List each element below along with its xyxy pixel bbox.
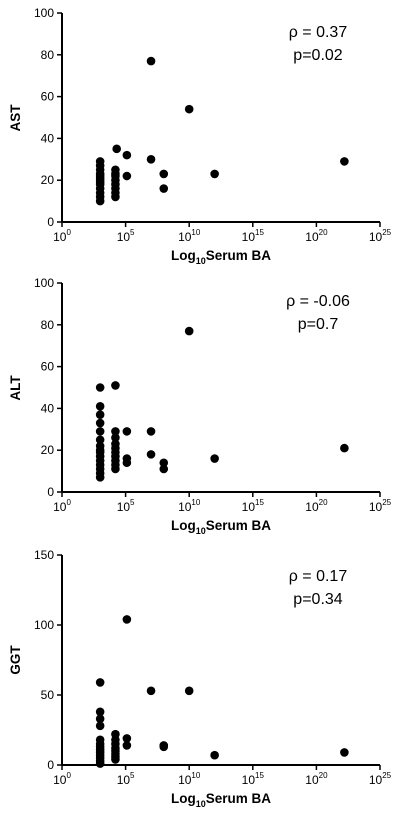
data-point [112,144,121,154]
data-point [111,433,120,442]
y-tick-label: 40 [41,401,55,415]
data-point [95,707,105,717]
data-point [146,450,156,459]
data-point [122,171,132,181]
x-tick-label: 100 [53,498,71,514]
data-point [146,427,156,436]
data-point [95,735,105,745]
y-axis-label: AST [8,104,23,132]
x-tick-label: 100 [53,771,71,787]
y-tick-label: 40 [41,131,55,145]
scatter-panel-alt: 0 20 40 60 80 100 100 105 1010 1015 1020 1025 ALT Log… [8,276,392,536]
y-tick-label: 150 [34,548,54,562]
y-tick-label: 0 [47,215,54,229]
data-point [95,410,105,419]
data-point [159,464,169,474]
y-tick-label: 60 [41,360,55,374]
y-axis-label: ALT [8,375,23,401]
x-axis-label: Log10Serum BA [171,248,271,266]
x-tick-label: 105 [117,771,135,787]
x-tick-label: 1015 [242,498,265,514]
y-axis-label: GGT [8,645,23,675]
y-tick-label: 80 [41,318,55,332]
data-point [95,678,105,687]
data-point [95,714,105,724]
data-point [159,741,169,750]
data-point [111,165,120,175]
data-point [111,381,120,390]
data-point [111,439,120,449]
x-tick-label: 105 [117,498,135,514]
y-tick-label: 100 [34,276,54,290]
x-axis-label: Log10Serum BA [171,518,271,536]
y-tick-label: 0 [47,758,54,772]
data-point [122,454,132,463]
x-tick-label: 1010 [178,771,201,787]
data-point [95,435,105,445]
p-value-label: p=0.34 [293,591,342,608]
scatter-panel-ast: 0 20 40 60 80 100 100 105 1010 1015 1020 1025 AST Log… [8,6,392,266]
data-point [184,686,194,696]
data-point [159,169,169,179]
y-tick-label: 20 [41,173,55,187]
data-point [146,56,156,66]
data-point [146,686,156,696]
data-point [210,169,219,179]
data-point [122,734,132,743]
x-tick-label: 1020 [305,228,328,244]
data-point [146,155,156,164]
p-value-label: p=0.7 [298,316,339,333]
data-point [184,326,194,336]
y-tick-label: 60 [41,90,55,104]
x-axis-label: Log10Serum BA [171,791,271,809]
y-tick-label: 80 [41,48,55,62]
data-point [95,402,105,411]
data-point [159,184,169,193]
y-tick-label: 50 [41,688,55,702]
data-point [95,157,105,166]
correlation-label: ρ = 0.17 [289,568,348,585]
x-tick-label: 1010 [178,228,201,244]
y-tick-label: 0 [47,485,54,499]
data-point [340,157,349,166]
correlation-label: ρ = 0.37 [289,24,348,41]
y-tick-label: 100 [34,618,54,632]
y-tick-label: 20 [41,443,55,457]
data-point [122,427,132,436]
x-tick-label: 105 [117,228,135,244]
data-point [95,427,105,436]
x-tick-label: 1010 [178,498,201,514]
data-point [122,741,132,750]
data-point [184,104,194,114]
data-point [95,441,105,451]
x-tick-label: 1015 [242,771,265,787]
correlation-label: ρ = -0.06 [286,293,350,310]
x-tick-label: 1020 [305,771,328,787]
x-tick-label: 1015 [242,228,265,244]
data-point [340,443,349,453]
x-tick-label: 1025 [369,228,392,244]
data-point [340,748,349,757]
data-point [159,458,169,468]
data-point [122,150,132,160]
data-point [210,750,219,760]
x-tick-label: 1020 [305,498,328,514]
x-tick-label: 1025 [369,498,392,514]
data-point [111,729,120,739]
data-point [111,427,120,436]
x-tick-label: 100 [53,228,71,244]
scatter-panel-ggt: 0 50 100 150 100 105 1010 1015 1020 1025 GGT Log10S… [8,548,392,809]
p-value-label: p=0.02 [293,47,342,64]
x-tick-label: 1025 [369,771,392,787]
data-point [95,383,105,392]
data-point [95,418,105,428]
data-point [122,615,132,624]
y-tick-label: 100 [34,6,54,20]
data-point [210,454,219,463]
data-point [95,721,105,731]
